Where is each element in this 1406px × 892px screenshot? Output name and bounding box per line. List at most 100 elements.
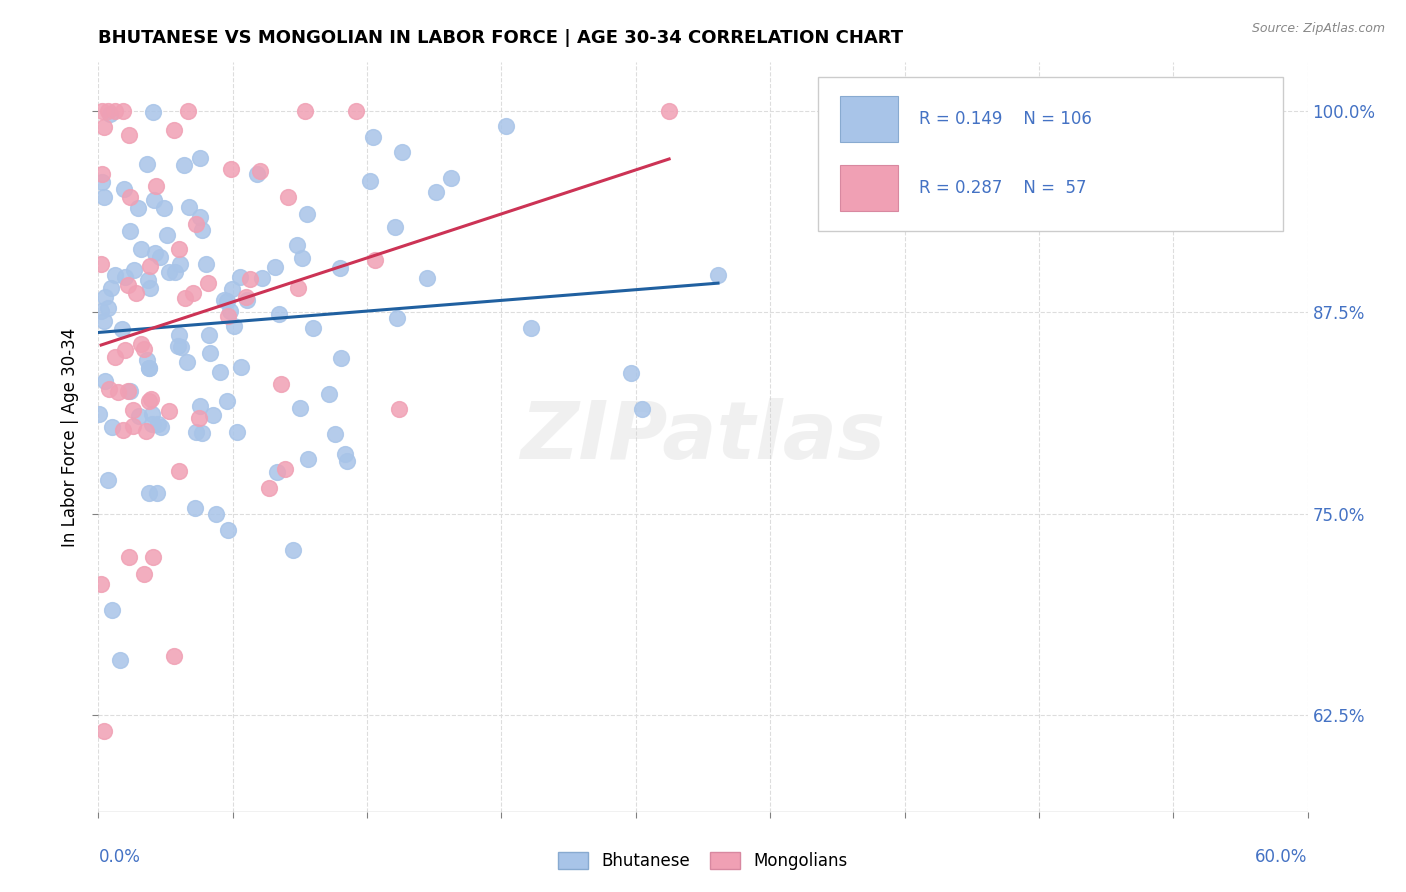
Point (97, 301, 120, 316)
Point (197, 276, 219, 290)
Point (226, 425, 249, 439)
Text: R = 0.287    N =  57: R = 0.287 N = 57 (920, 179, 1087, 197)
Point (127, 201, 149, 215)
Point (114, 269, 136, 284)
Point (91, 175, 114, 189)
Point (173, 158, 195, 172)
Point (217, 523, 239, 537)
Point (283, 542, 305, 557)
Point (235, 289, 257, 303)
Point (136, 273, 159, 287)
Point (124, 262, 146, 277)
Point (346, 103, 368, 118)
Point (440, 170, 463, 185)
Point (132, 567, 155, 582)
Point (163, 123, 186, 137)
Point (157, 404, 180, 418)
Point (184, 425, 207, 439)
Point (361, 129, 384, 144)
Point (90, 168, 112, 182)
Point (139, 392, 162, 407)
Point (112, 182, 135, 196)
Point (179, 200, 201, 214)
Point (195, 257, 218, 271)
Point (287, 281, 309, 295)
Point (90, 257, 112, 271)
Point (329, 260, 352, 275)
Point (219, 162, 242, 177)
Point (93, 120, 115, 134)
Point (250, 270, 273, 285)
Text: BHUTANESE VS MONGOLIAN IN LABOR FORCE | AGE 30-34 CORRELATION CHART: BHUTANESE VS MONGOLIAN IN LABOR FORCE | … (98, 29, 904, 47)
Point (97, 382, 120, 396)
Point (184, 500, 207, 515)
Point (222, 318, 245, 333)
Point (191, 426, 214, 441)
Point (184, 217, 207, 231)
Point (141, 549, 163, 564)
Point (131, 242, 153, 256)
Point (297, 452, 319, 467)
Point (98, 106, 121, 120)
Point (295, 207, 318, 221)
Point (153, 201, 176, 215)
Legend: Bhutanese, Mongolians: Bhutanese, Mongolians (551, 845, 855, 877)
Point (288, 401, 311, 415)
Point (221, 283, 243, 297)
Point (323, 427, 346, 442)
Point (141, 417, 163, 431)
Point (145, 179, 167, 194)
Point (125, 286, 148, 301)
Point (157, 265, 180, 279)
Point (388, 401, 411, 416)
Point (176, 354, 198, 368)
Point (136, 353, 159, 368)
Point (118, 128, 141, 142)
Point (103, 103, 125, 118)
Point (187, 410, 209, 425)
Point (166, 338, 188, 352)
Point (118, 384, 141, 398)
Text: ZIPatlas: ZIPatlas (520, 398, 886, 476)
Point (264, 260, 287, 275)
Point (118, 224, 141, 238)
Point (118, 549, 141, 564)
Point (121, 402, 143, 417)
Point (246, 167, 269, 181)
Point (156, 227, 179, 242)
Point (111, 103, 134, 118)
Point (138, 394, 160, 409)
Point (266, 466, 288, 480)
Point (267, 306, 290, 320)
Point (364, 253, 387, 268)
Point (707, 268, 730, 282)
Point (90, 304, 112, 318)
Point (384, 219, 406, 234)
Point (141, 407, 163, 421)
Point (257, 481, 280, 495)
Point (134, 343, 156, 357)
Point (658, 103, 681, 118)
Point (330, 351, 353, 366)
Point (169, 242, 191, 256)
Point (631, 401, 654, 416)
Point (270, 377, 292, 392)
Point (238, 272, 260, 286)
Point (107, 384, 129, 399)
Point (181, 286, 204, 301)
Point (93, 314, 115, 328)
Text: R = 0.149    N = 106: R = 0.149 N = 106 (920, 110, 1092, 128)
FancyBboxPatch shape (839, 165, 897, 211)
Point (294, 103, 316, 118)
Point (143, 194, 166, 208)
Y-axis label: In Labor Force | Age 30-34: In Labor Force | Age 30-34 (60, 327, 79, 547)
Point (215, 394, 238, 409)
Point (148, 417, 170, 431)
Point (285, 238, 308, 252)
Point (302, 321, 325, 335)
FancyBboxPatch shape (818, 78, 1284, 231)
Point (91, 103, 114, 118)
Point (101, 420, 124, 434)
Point (217, 309, 239, 323)
Point (138, 485, 160, 500)
